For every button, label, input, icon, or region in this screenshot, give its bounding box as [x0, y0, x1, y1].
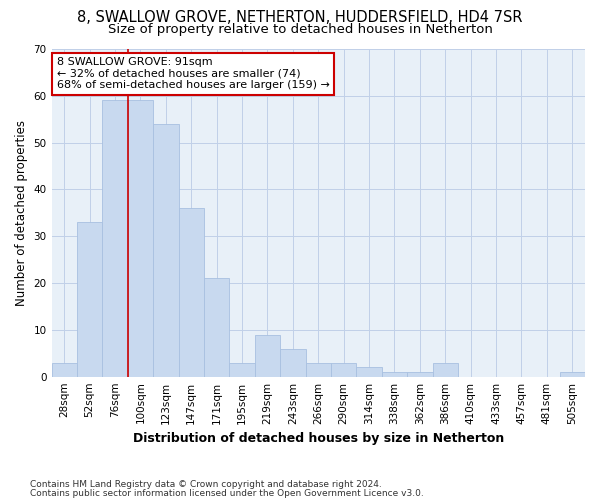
Bar	[407, 372, 433, 376]
Text: Contains public sector information licensed under the Open Government Licence v3: Contains public sector information licen…	[30, 489, 424, 498]
Text: 8 SWALLOW GROVE: 91sqm
← 32% of detached houses are smaller (74)
68% of semi-det: 8 SWALLOW GROVE: 91sqm ← 32% of detached…	[57, 57, 330, 90]
Bar	[77, 222, 103, 376]
Bar	[229, 362, 255, 376]
Bar	[382, 372, 407, 376]
Bar	[255, 334, 280, 376]
Bar	[331, 362, 356, 376]
Y-axis label: Number of detached properties: Number of detached properties	[15, 120, 28, 306]
Bar	[356, 368, 382, 376]
Bar	[305, 362, 331, 376]
Text: Size of property relative to detached houses in Netherton: Size of property relative to detached ho…	[107, 22, 493, 36]
Bar	[433, 362, 458, 376]
Bar	[560, 372, 585, 376]
X-axis label: Distribution of detached houses by size in Netherton: Distribution of detached houses by size …	[133, 432, 504, 445]
Bar	[204, 278, 229, 376]
Text: 8, SWALLOW GROVE, NETHERTON, HUDDERSFIELD, HD4 7SR: 8, SWALLOW GROVE, NETHERTON, HUDDERSFIEL…	[77, 10, 523, 25]
Bar	[128, 100, 153, 376]
Bar	[153, 124, 179, 376]
Bar	[280, 348, 305, 376]
Bar	[179, 208, 204, 376]
Text: Contains HM Land Registry data © Crown copyright and database right 2024.: Contains HM Land Registry data © Crown c…	[30, 480, 382, 489]
Bar	[103, 100, 128, 376]
Bar	[52, 362, 77, 376]
